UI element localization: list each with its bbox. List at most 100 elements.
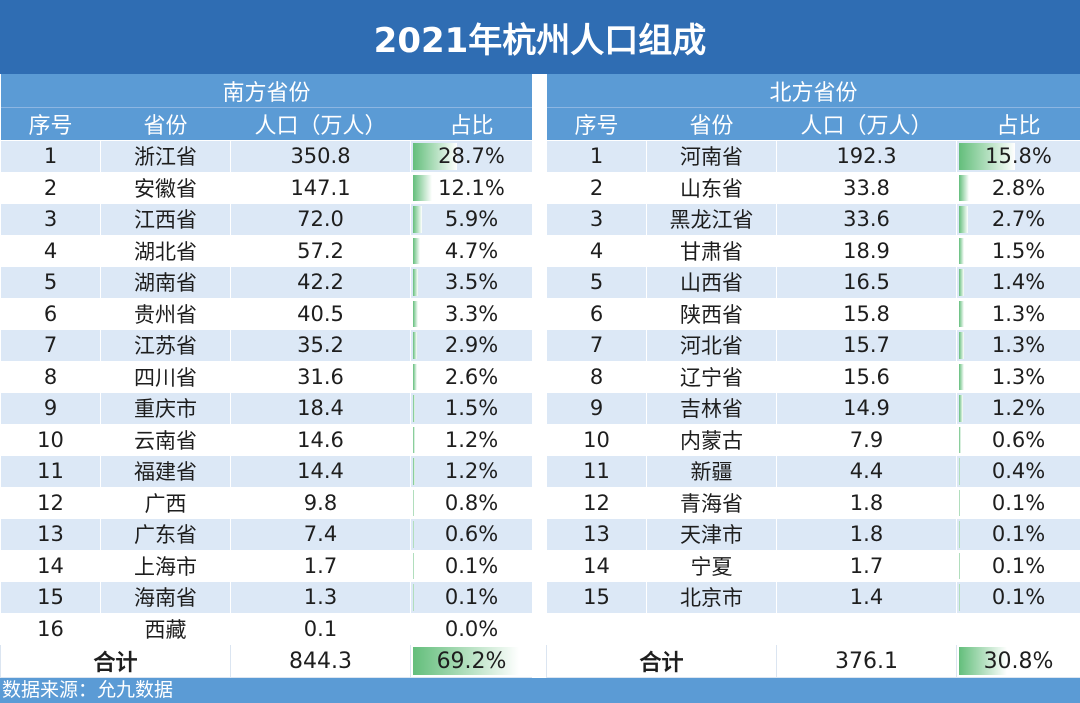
- table-row: 3 黑龙江省 33.6 2.7%: [546, 203, 1080, 236]
- share-data-bar: [413, 489, 415, 516]
- south-table-panel: 南方省份 序号 省份 人口（万人） 占比 1 浙江省 350.8 28.7% 2 安徽省 1…: [0, 74, 534, 678]
- share-data-bar: [413, 332, 418, 359]
- row-population: 0.1: [230, 612, 411, 645]
- row-index: 11: [0, 455, 101, 488]
- row-share: 1.3%: [955, 329, 1080, 362]
- row-index: 10: [546, 423, 647, 456]
- total-population: 844.3: [230, 644, 411, 678]
- row-index: 8: [0, 360, 101, 393]
- table-row: 1 河南省 192.3 15.8%: [546, 140, 1080, 173]
- total-share: 69.2%: [409, 644, 534, 678]
- row-province: 海南省: [100, 581, 231, 614]
- row-index: 3: [0, 203, 101, 236]
- row-province: 辽宁省: [646, 360, 777, 393]
- row-province: 天津市: [646, 518, 777, 551]
- share-value: 2.9%: [444, 333, 499, 358]
- share-data-bar: [413, 363, 417, 390]
- share-data-bar: [413, 237, 421, 264]
- share-value: 0.1%: [991, 522, 1046, 547]
- row-population: 14.6: [230, 423, 411, 456]
- north-table: 北方省份 序号 省份 人口（万人） 占比 1 河南省 192.3 15.8% 2 山东省 3…: [546, 74, 1080, 678]
- row-index: 16: [0, 612, 101, 645]
- share-data-bar: [959, 647, 1008, 675]
- share-data-bar: [959, 237, 965, 264]
- share-value: 1.2%: [444, 459, 499, 484]
- table-row: 3 江西省 72.0 5.9%: [0, 203, 534, 236]
- col-header-province: 省份: [100, 107, 231, 141]
- row-province: 浙江省: [100, 140, 231, 173]
- share-data-bar: [413, 647, 520, 675]
- table-row: 7 河北省 15.7 1.3%: [546, 329, 1080, 362]
- total-label: 合计: [0, 644, 231, 678]
- panel-divider: [532, 74, 546, 678]
- row-province: 内蒙古: [646, 423, 777, 456]
- row-index: 15: [546, 581, 647, 614]
- row-province: 北京市: [646, 581, 777, 614]
- table-row: 12 广西 9.8 0.8%: [0, 486, 534, 519]
- row-share: 2.6%: [409, 360, 534, 393]
- table-row: 5 山西省 16.5 1.4%: [546, 266, 1080, 299]
- share-data-bar: [413, 174, 432, 201]
- north-table-panel: 北方省份 序号 省份 人口（万人） 占比 1 河南省 192.3 15.8% 2 山东省 3…: [546, 74, 1080, 678]
- row-province: 西藏: [100, 612, 231, 645]
- row-province: 贵州省: [100, 297, 231, 330]
- total-population: 376.1: [776, 644, 957, 678]
- row-share: 1.2%: [409, 455, 534, 488]
- row-province: 甘肃省: [646, 234, 777, 267]
- row-province: 山西省: [646, 266, 777, 299]
- row-index: 10: [0, 423, 101, 456]
- north-table-body: 1 河南省 192.3 15.8% 2 山东省 33.8 2.8% 3 黑龙江省 33.6 2.7% 4…: [546, 140, 1080, 678]
- row-population: 1.7: [776, 549, 957, 582]
- row-province: 云南省: [100, 423, 231, 456]
- row-index: 14: [546, 549, 647, 582]
- row-share: 0.1%: [409, 581, 534, 614]
- table-row: 9 吉林省 14.9 1.2%: [546, 392, 1080, 425]
- row-province: 河北省: [646, 329, 777, 362]
- share-value: 69.2%: [436, 648, 507, 674]
- share-value: 0.8%: [444, 490, 499, 515]
- row-index: 2: [0, 171, 101, 204]
- row-population: 15.8: [776, 297, 957, 330]
- table-row: 11 新疆 4.4 0.4%: [546, 455, 1080, 488]
- row-share: 0.8%: [409, 486, 534, 519]
- row-index: 14: [0, 549, 101, 582]
- table-row: 2 安徽省 147.1 12.1%: [0, 171, 534, 204]
- table-row: 7 江苏省 35.2 2.9%: [0, 329, 534, 362]
- row-population: [776, 612, 957, 645]
- share-value: 15.8%: [985, 144, 1052, 169]
- table-row: [546, 612, 1080, 645]
- share-value: 2.6%: [444, 364, 499, 389]
- share-data-bar: [959, 174, 969, 201]
- table-row: 13 天津市 1.8 0.1%: [546, 518, 1080, 551]
- row-share: 5.9%: [409, 203, 534, 236]
- row-share: 0.6%: [409, 518, 534, 551]
- row-share: 3.5%: [409, 266, 534, 299]
- row-population: 1.8: [776, 518, 957, 551]
- share-value: 0.1%: [991, 585, 1046, 610]
- row-province: 河南省: [646, 140, 777, 173]
- row-index: 13: [546, 518, 647, 551]
- share-data-bar: [413, 521, 414, 548]
- row-population: 18.4: [230, 392, 411, 425]
- row-share: 28.7%: [409, 140, 534, 173]
- row-index: 7: [0, 329, 101, 362]
- row-index: 1: [546, 140, 647, 173]
- row-index: 2: [546, 171, 647, 204]
- row-share: 0.6%: [955, 423, 1080, 456]
- col-header-population: 人口（万人）: [776, 107, 957, 141]
- table-row: 14 宁夏 1.7 0.1%: [546, 549, 1080, 582]
- share-data-bar: [959, 458, 961, 485]
- row-index: 11: [546, 455, 647, 488]
- row-population: 18.9: [776, 234, 957, 267]
- row-population: 33.6: [776, 203, 957, 236]
- table-row: 8 四川省 31.6 2.6%: [0, 360, 534, 393]
- table-row: 8 辽宁省 15.6 1.3%: [546, 360, 1080, 393]
- row-province: 上海市: [100, 549, 231, 582]
- row-population: 14.9: [776, 392, 957, 425]
- row-population: 350.8: [230, 140, 411, 173]
- source-note: 数据来源：允九数据: [0, 678, 1080, 703]
- row-share: 4.7%: [409, 234, 534, 267]
- row-share: 3.3%: [409, 297, 534, 330]
- table-row: 9 重庆市 18.4 1.5%: [0, 392, 534, 425]
- share-value: 1.2%: [444, 427, 499, 452]
